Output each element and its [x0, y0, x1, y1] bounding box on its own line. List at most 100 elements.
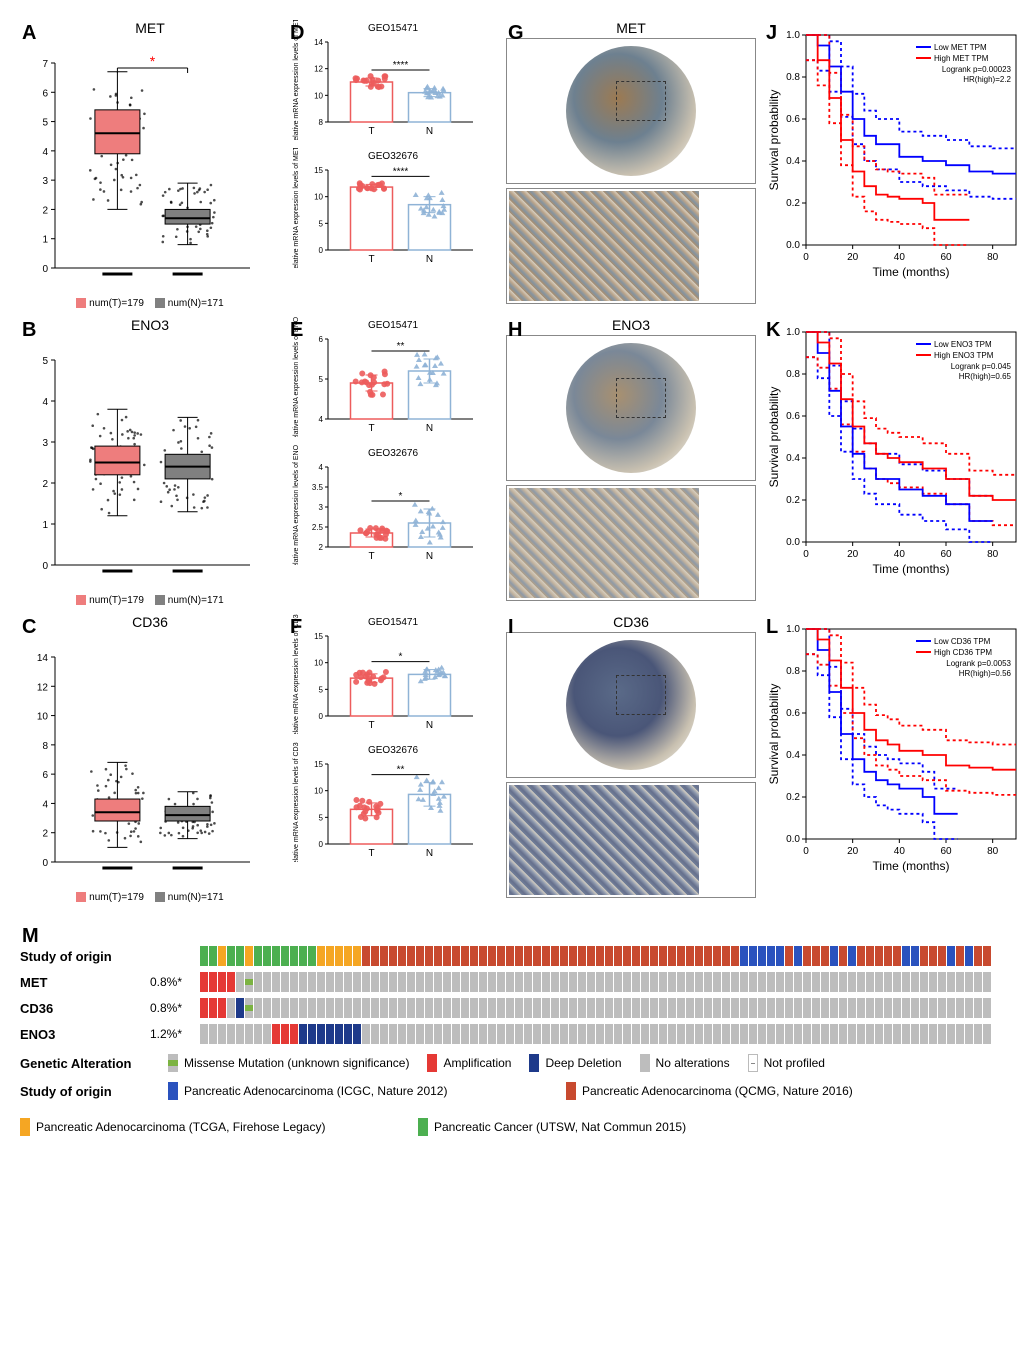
- svg-text:0.2: 0.2: [786, 198, 800, 209]
- svg-text:3: 3: [42, 438, 48, 449]
- svg-text:0: 0: [803, 549, 809, 560]
- panel-label: G: [508, 22, 524, 45]
- svg-text:Time (months): Time (months): [873, 562, 950, 576]
- svg-text:3.5: 3.5: [312, 483, 324, 492]
- svg-text:1: 1: [42, 235, 48, 246]
- svg-text:Survival probability: Survival probability: [767, 387, 781, 488]
- svg-text:0.0: 0.0: [786, 240, 800, 251]
- svg-text:0.4: 0.4: [786, 453, 800, 464]
- svg-text:GEO32676: GEO32676: [368, 151, 418, 162]
- svg-text:1.0: 1.0: [786, 624, 800, 635]
- svg-text:High MET TPM: High MET TPM: [934, 54, 989, 63]
- ihc-CD36: I CD36: [506, 614, 756, 903]
- svg-text:3: 3: [42, 176, 48, 187]
- panel-label: I: [508, 616, 514, 639]
- svg-text:12: 12: [314, 65, 323, 74]
- svg-text:10: 10: [314, 91, 323, 100]
- svg-text:0.0: 0.0: [786, 834, 800, 845]
- svg-text:3: 3: [319, 503, 324, 512]
- svg-text:GEO15471: GEO15471: [368, 23, 418, 34]
- svg-text:15: 15: [314, 166, 323, 175]
- svg-text:*: *: [399, 491, 403, 502]
- panel-label: A: [22, 22, 36, 45]
- svg-text:GEO32676: GEO32676: [368, 745, 418, 756]
- svg-text:0.8: 0.8: [786, 369, 800, 380]
- ihc-title: CD36: [506, 614, 756, 630]
- svg-text:Relative mRNA expression level: Relative mRNA expression levels of ENO3: [293, 445, 300, 565]
- svg-text:0.8: 0.8: [786, 72, 800, 83]
- panel-label: D: [290, 22, 304, 45]
- svg-text:2.5: 2.5: [312, 523, 324, 532]
- svg-text:HR(high)=0.56: HR(high)=0.56: [959, 669, 1012, 678]
- svg-text:Relative mRNA expression level: Relative mRNA expression levels of CD36: [293, 742, 300, 862]
- panel-label: K: [766, 319, 780, 342]
- svg-text:0: 0: [803, 846, 809, 857]
- svg-text:60: 60: [940, 846, 952, 857]
- svg-text:Low ENO3 TPM: Low ENO3 TPM: [934, 340, 992, 349]
- svg-text:12: 12: [37, 682, 49, 693]
- svg-text:6: 6: [319, 335, 324, 344]
- svg-text:T: T: [368, 254, 374, 265]
- svg-text:Time (months): Time (months): [873, 859, 950, 873]
- svg-text:2: 2: [42, 479, 48, 490]
- svg-text:10: 10: [37, 712, 49, 723]
- svg-text:Survival probability: Survival probability: [767, 90, 781, 191]
- boxplot-ENO3: B ENO3 0 1 2 3 4 5: [20, 317, 280, 606]
- svg-text:Time (months): Time (months): [873, 265, 950, 279]
- svg-text:N: N: [426, 423, 433, 434]
- svg-text:15: 15: [314, 760, 323, 769]
- svg-text:0: 0: [42, 561, 48, 572]
- svg-text:6: 6: [42, 770, 48, 781]
- oncoprint-row-ENO3: ENO31.2%*: [20, 1024, 1000, 1044]
- svg-text:GEO15471: GEO15471: [368, 617, 418, 628]
- legend-counts: num(T)=179 num(N)=171: [20, 892, 280, 903]
- svg-text:N: N: [426, 720, 433, 731]
- svg-text:5: 5: [319, 813, 324, 822]
- svg-text:Low MET TPM: Low MET TPM: [934, 43, 987, 52]
- oncoprint-study-row: Study of origin: [20, 946, 1000, 966]
- panel-label: J: [766, 22, 777, 45]
- svg-text:8: 8: [319, 118, 324, 127]
- barchart-ENO3: E GEO15471 4 5 6 T N ** Rel: [288, 317, 498, 606]
- svg-text:*: *: [150, 53, 156, 69]
- boxplot-MET: A MET 0 1 2 3 4 5 6 7: [20, 20, 280, 309]
- svg-text:N: N: [426, 126, 433, 137]
- oncoprint-row-CD36: CD360.8%*: [20, 998, 1000, 1018]
- svg-text:1.0: 1.0: [786, 30, 800, 41]
- svg-text:20: 20: [847, 549, 859, 560]
- svg-text:0.6: 0.6: [786, 708, 800, 719]
- svg-text:5: 5: [42, 356, 48, 367]
- svg-text:T: T: [368, 551, 374, 562]
- svg-text:4: 4: [319, 415, 324, 424]
- oncoprint-row-MET: MET0.8%*: [20, 972, 1000, 992]
- svg-text:HR(high)=2.2: HR(high)=2.2: [963, 75, 1011, 84]
- svg-text:Relative mRNA expression level: Relative mRNA expression levels of MET: [293, 148, 300, 268]
- svg-text:0.0: 0.0: [786, 537, 800, 548]
- panel-label: H: [508, 319, 522, 342]
- ihc-ENO3: H ENO3: [506, 317, 756, 606]
- ihc-title: MET: [506, 20, 756, 36]
- svg-text:2: 2: [42, 205, 48, 216]
- svg-text:40: 40: [894, 252, 906, 263]
- svg-text:****: ****: [393, 60, 409, 71]
- svg-text:6: 6: [42, 88, 48, 99]
- svg-text:7: 7: [42, 59, 48, 70]
- svg-text:5: 5: [319, 375, 324, 384]
- svg-text:80: 80: [987, 549, 999, 560]
- panel-label: B: [22, 319, 36, 342]
- svg-text:14: 14: [314, 38, 323, 47]
- svg-text:10: 10: [314, 193, 323, 202]
- svg-text:5: 5: [319, 219, 324, 228]
- svg-text:Low CD36 TPM: Low CD36 TPM: [934, 637, 991, 646]
- chart-title: CD36: [20, 614, 280, 630]
- svg-text:0.6: 0.6: [786, 114, 800, 125]
- svg-text:60: 60: [940, 252, 952, 263]
- svg-text:GEO15471: GEO15471: [368, 320, 418, 331]
- svg-text:0.4: 0.4: [786, 750, 800, 761]
- svg-text:10: 10: [314, 659, 323, 668]
- survival-L: L 0204060800.00.20.40.60.81.0 Time (mont…: [764, 614, 1020, 903]
- svg-text:0.6: 0.6: [786, 411, 800, 422]
- svg-text:Logrank p=0.045: Logrank p=0.045: [951, 362, 1012, 371]
- svg-text:T: T: [368, 848, 374, 859]
- survival-J: J 0204060800.00.20.40.60.81.0 Time (mont…: [764, 20, 1020, 309]
